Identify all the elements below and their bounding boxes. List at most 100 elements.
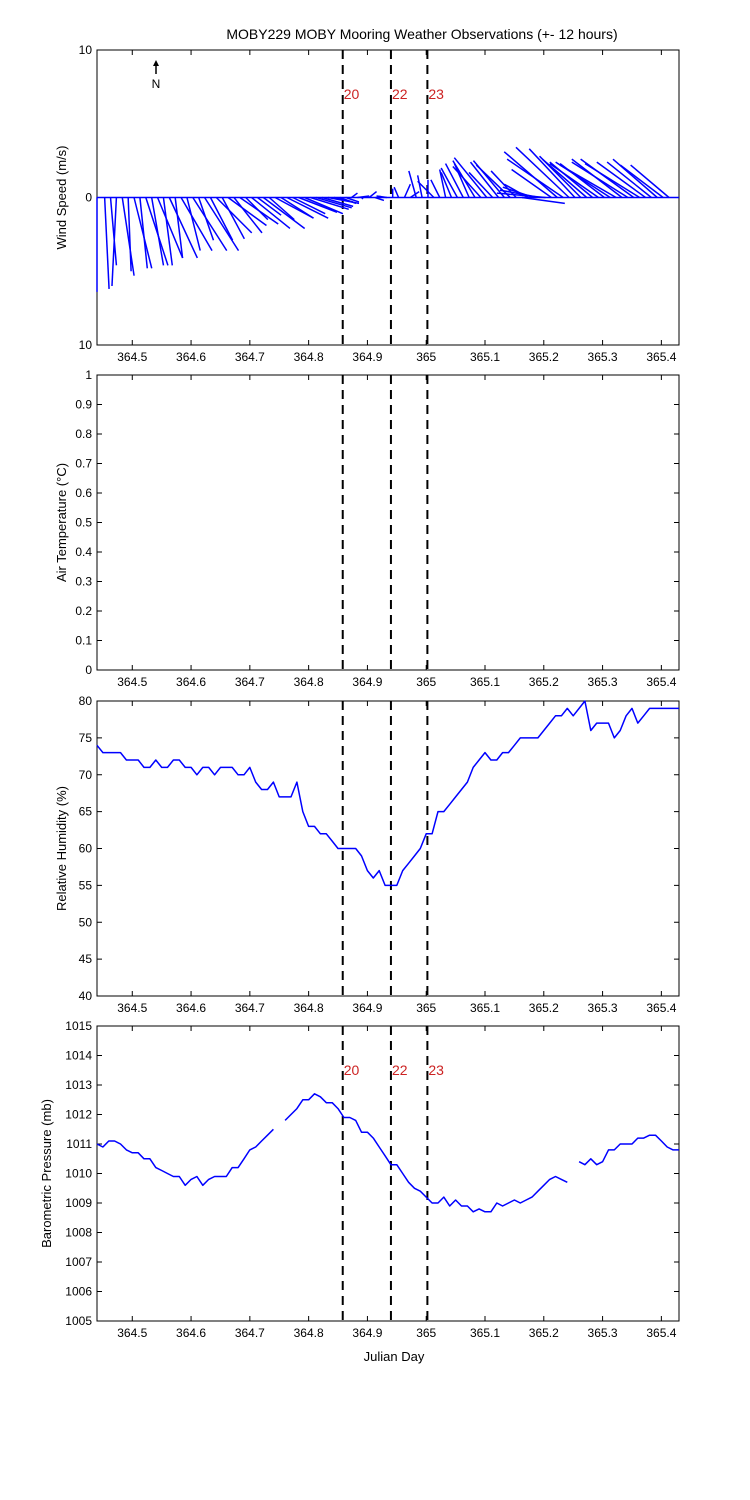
wind-vector bbox=[180, 197, 213, 251]
plot-frame bbox=[96, 700, 680, 997]
wind-vector bbox=[286, 196, 329, 219]
x-tick-label: 364.9 bbox=[352, 1001, 382, 1015]
wind-vector bbox=[168, 197, 199, 259]
x-tick-label: 365.4 bbox=[646, 1326, 676, 1340]
wind-vector bbox=[408, 170, 417, 198]
x-tick-label: 365.2 bbox=[529, 1326, 559, 1340]
wind-vector bbox=[606, 161, 652, 199]
x-tick-label: 364.8 bbox=[294, 675, 324, 689]
wind-vector bbox=[430, 179, 441, 198]
y-tick-label: 1006 bbox=[65, 1285, 92, 1299]
y-tick-label: 1008 bbox=[65, 1226, 92, 1240]
x-tick-label: 364.6 bbox=[176, 675, 206, 689]
x-tick-label: 365.3 bbox=[588, 1326, 618, 1340]
wind-vector bbox=[376, 195, 387, 199]
x-tick-label: 365 bbox=[416, 675, 436, 689]
wind-vector bbox=[630, 164, 670, 199]
wind-vector bbox=[584, 162, 641, 199]
wind-vector bbox=[351, 192, 358, 199]
y-tick-label: 55 bbox=[79, 878, 93, 892]
y-axis-title: Wind Speed (m/s) bbox=[54, 145, 69, 249]
wind-vector bbox=[304, 196, 344, 215]
series-line bbox=[96, 700, 679, 887]
y-tick-label: 0.4 bbox=[75, 545, 92, 559]
y-tick-label: 50 bbox=[79, 915, 93, 929]
y-tick-label: 60 bbox=[79, 842, 93, 856]
event-label-23: 23 bbox=[428, 1062, 444, 1078]
y-tick-label: 10 bbox=[79, 338, 93, 352]
y-axis-title: Air Temperature (°C) bbox=[54, 463, 69, 582]
y-tick-label: 0.7 bbox=[75, 457, 92, 471]
y-tick-label: 0.6 bbox=[75, 486, 92, 500]
wind-vector bbox=[403, 183, 412, 198]
x-tick-label: 364.9 bbox=[352, 350, 382, 364]
north-label: N bbox=[152, 77, 161, 91]
x-axis-title: Julian Day bbox=[364, 1349, 425, 1364]
y-tick-label: 0.1 bbox=[75, 634, 92, 648]
wind-vector bbox=[221, 197, 246, 240]
y-tick-label: 65 bbox=[79, 805, 93, 819]
event-label-23: 23 bbox=[428, 86, 444, 102]
x-tick-label: 364.6 bbox=[176, 1001, 206, 1015]
y-tick-label: 1014 bbox=[65, 1049, 92, 1063]
event-label-20: 20 bbox=[344, 1062, 360, 1078]
y-tick-label: 45 bbox=[79, 952, 93, 966]
wind-vector bbox=[192, 197, 228, 252]
wind-vector bbox=[139, 197, 149, 269]
wind-vector bbox=[156, 197, 184, 259]
plot-frame bbox=[96, 374, 680, 671]
x-tick-label: 365.4 bbox=[646, 1001, 676, 1015]
panel-1: 364.5 364.6 364.7 364.8 364.9 365 365.1 365.2 36… bbox=[54, 43, 680, 364]
x-tick-label: 364.9 bbox=[352, 1326, 382, 1340]
wind-vector bbox=[596, 161, 646, 199]
y-tick-label: 40 bbox=[79, 989, 93, 1003]
wind-vector bbox=[571, 161, 629, 199]
wind-vector bbox=[438, 169, 447, 198]
x-tick-label: 364.5 bbox=[117, 350, 147, 364]
wind-vector bbox=[268, 196, 295, 221]
wind-vector bbox=[245, 196, 269, 221]
wind-vector bbox=[440, 167, 459, 198]
y-tick-label: 1015 bbox=[65, 1019, 92, 1033]
x-tick-label: 364.5 bbox=[117, 675, 147, 689]
north-arrow-head-icon bbox=[153, 60, 159, 66]
wind-vector bbox=[150, 197, 165, 266]
wind-vector bbox=[345, 196, 360, 203]
wind-vector bbox=[197, 197, 215, 241]
x-tick-label: 364.5 bbox=[117, 1326, 147, 1340]
wind-vector bbox=[227, 196, 267, 227]
y-tick-label: 1011 bbox=[66, 1137, 92, 1151]
wind-vector bbox=[292, 196, 326, 215]
panel-4: 364.5 364.6 364.7 364.8 364.9 365 365.1 365.2 36… bbox=[39, 1019, 680, 1340]
y-tick-label: 80 bbox=[79, 694, 93, 708]
y-tick-label: 10 bbox=[79, 43, 93, 57]
wind-vector bbox=[619, 164, 664, 199]
x-tick-label: 365.1 bbox=[470, 675, 500, 689]
y-tick-label: 1009 bbox=[65, 1196, 92, 1210]
x-tick-label: 364.8 bbox=[294, 1326, 324, 1340]
wind-vector bbox=[506, 158, 564, 199]
wind-vector bbox=[469, 161, 500, 198]
wind-vector bbox=[361, 196, 364, 200]
x-tick-label: 364.8 bbox=[294, 350, 324, 364]
wind-vector bbox=[316, 196, 352, 209]
panel-2: 364.5 364.6 364.7 364.8 364.9 365 365.1 365.2 36… bbox=[54, 368, 680, 689]
y-tick-label: 0.8 bbox=[75, 427, 92, 441]
wind-vector bbox=[515, 146, 570, 199]
x-tick-label: 365.2 bbox=[529, 1001, 559, 1015]
x-tick-label: 364.7 bbox=[235, 1001, 265, 1015]
y-tick-label: 1007 bbox=[65, 1255, 92, 1269]
x-tick-label: 365.1 bbox=[470, 350, 500, 364]
wind-vector bbox=[440, 172, 453, 198]
wind-vector bbox=[339, 196, 357, 205]
x-tick-label: 365.1 bbox=[470, 1001, 500, 1015]
x-tick-label: 365.3 bbox=[588, 1001, 618, 1015]
wind-vector bbox=[496, 192, 546, 199]
y-tick-label: 0.2 bbox=[75, 604, 92, 618]
x-tick-label: 365.3 bbox=[588, 675, 618, 689]
panel-3: 364.5 364.6 364.7 364.8 364.9 365 365.1 365.2 36… bbox=[54, 694, 680, 1015]
wind-vector bbox=[393, 186, 400, 198]
wind-vector bbox=[109, 197, 118, 266]
y-tick-label: 0 bbox=[85, 663, 92, 677]
